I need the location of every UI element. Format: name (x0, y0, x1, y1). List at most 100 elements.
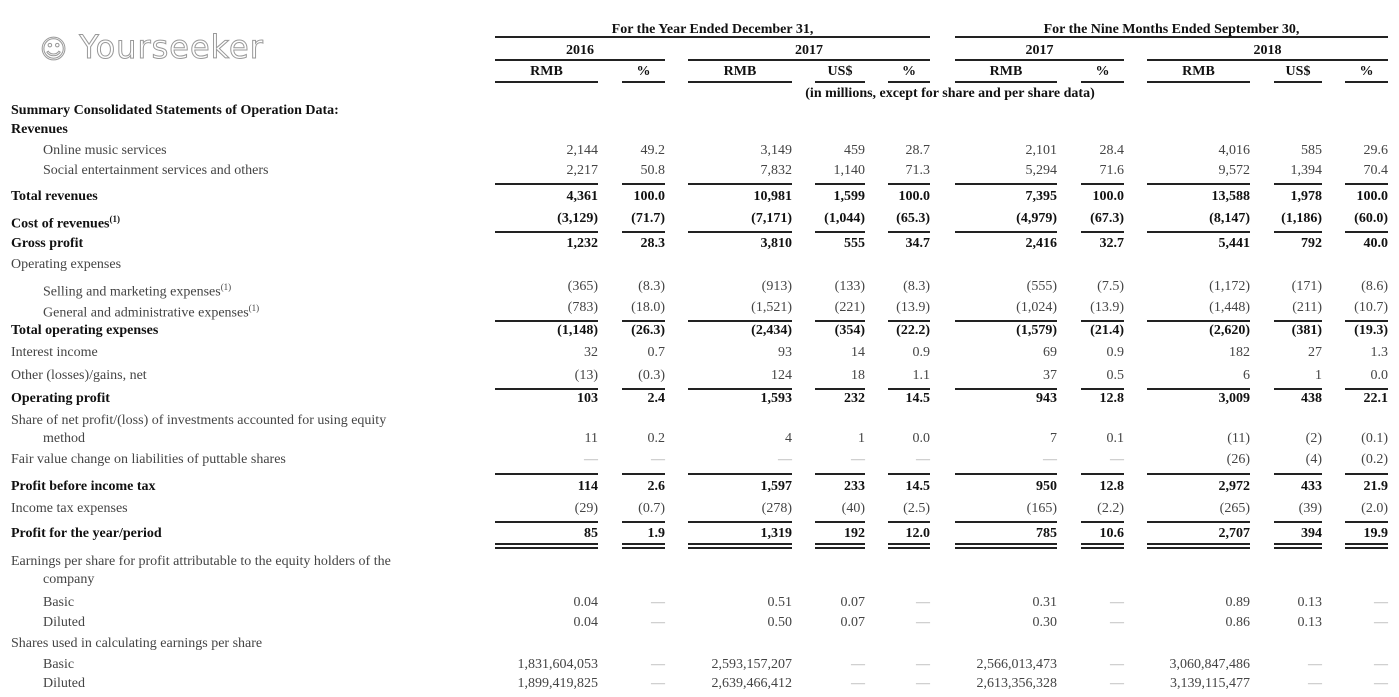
rule-line (495, 81, 598, 83)
table-cell: 85 (584, 526, 598, 541)
row-label-text: Operating profit (11, 391, 110, 406)
row-label: Other (losses)/gains, net (11, 368, 147, 384)
table-cell: (71.7) (631, 211, 665, 226)
row-label-text: Profit before income tax (11, 479, 156, 494)
table-cell: 2.6 (647, 479, 666, 494)
subtotal-rule (495, 183, 598, 185)
watermark: ☺ Yourseeker (39, 28, 264, 67)
table-cell: 28.3 (640, 236, 666, 251)
table-cell: — (1374, 676, 1388, 691)
table-cell: — (916, 657, 930, 672)
subtotal-rule (1274, 183, 1322, 185)
table-cell: 18 (851, 368, 865, 383)
table-cell: 0.13 (1297, 615, 1323, 630)
table-cell: 49.2 (640, 143, 666, 158)
table-cell: (10.7) (1354, 300, 1388, 315)
table-cell: 0.86 (1225, 615, 1251, 630)
table-cell: 2,613,356,328 (976, 676, 1058, 691)
table-cell: (2.2) (1097, 501, 1124, 516)
table-cell: 394 (1301, 526, 1322, 541)
row-label-text: General and administrative expenses (43, 305, 249, 321)
subtotal-rule (888, 183, 930, 185)
subtotal-rule (1345, 320, 1388, 322)
table-cell: 29.6 (1363, 143, 1389, 158)
rule-line (688, 59, 930, 61)
subtotal-rule (1274, 521, 1322, 523)
table-cell: (265) (1219, 501, 1250, 516)
rule-line (1274, 81, 1322, 83)
double-rule (1147, 543, 1250, 545)
table-cell: 555 (844, 236, 865, 251)
table-cell: 13,588 (1211, 189, 1251, 204)
table-cell: — (1308, 676, 1322, 691)
row-label: Operating expenses (11, 257, 121, 273)
subtotal-rule (1147, 521, 1250, 523)
table-cell: (8.6) (1361, 279, 1388, 294)
table-cell: 1,232 (566, 236, 599, 251)
rule-line (1147, 59, 1388, 61)
table-cell: 232 (844, 391, 865, 406)
table-cell: 32 (584, 345, 598, 360)
row-label: Online music services (43, 143, 167, 159)
table-cell: — (651, 452, 665, 467)
row-label-text: Share of net profit/(loss) of investment… (11, 413, 387, 428)
subtotal-rule (1147, 320, 1250, 322)
header-year: 2016 (566, 43, 594, 58)
double-rule (1274, 543, 1322, 545)
table-cell: 12.8 (1099, 391, 1125, 406)
table-cell: (171) (1291, 279, 1322, 294)
double-rule (888, 543, 930, 545)
footnote-marker: (1) (248, 303, 260, 313)
subtotal-rule (1345, 231, 1388, 233)
table-cell: 2,593,157,207 (711, 657, 793, 672)
table-cell: — (1308, 657, 1322, 672)
table-cell: 1,394 (1290, 163, 1323, 178)
subtotal-rule (1274, 473, 1322, 475)
row-label: Profit before income tax (11, 479, 156, 495)
table-cell: 3,149 (760, 143, 793, 158)
header-unit: RMB (530, 64, 563, 79)
table-cell: 0.9 (1106, 345, 1125, 360)
table-cell: 34.7 (905, 236, 931, 251)
row-label: Shares used in calculating earnings per … (11, 636, 262, 652)
row-label-text: Basic (43, 657, 75, 672)
row-label: Social entertainment services and others (43, 163, 268, 179)
table-cell: 71.6 (1099, 163, 1125, 178)
table-cell: (783) (567, 300, 598, 315)
table-cell: — (651, 657, 665, 672)
table-cell: 7,395 (1025, 189, 1058, 204)
double-rule (688, 547, 792, 549)
rule-line (622, 81, 665, 83)
table-cell: — (1110, 676, 1124, 691)
rule-line (495, 59, 665, 61)
row-label-text: Cost of revenues (11, 216, 110, 232)
table-cell: (8,147) (1209, 211, 1250, 226)
table-cell: (1,044) (824, 211, 865, 226)
table-cell: (2.0) (1361, 501, 1388, 516)
row-label: Earnings per share for profit attributab… (11, 554, 391, 570)
table-cell: 0.2 (647, 431, 666, 446)
subtotal-rule (815, 231, 865, 233)
table-cell: 14 (851, 345, 865, 360)
table-cell: 11 (584, 431, 598, 446)
table-cell: 71.3 (905, 163, 931, 178)
table-cell: 0.30 (1032, 615, 1058, 630)
table-cell: — (1374, 595, 1388, 610)
rule-line (688, 81, 792, 83)
table-cell: (165) (1026, 501, 1057, 516)
table-cell: 100.0 (1092, 189, 1125, 204)
subtotal-rule (495, 521, 598, 523)
subtotal-rule (1274, 388, 1322, 390)
table-cell: 100.0 (898, 189, 931, 204)
row-label: Selling and marketing expenses(1) (43, 279, 231, 301)
table-cell: 0.07 (840, 595, 866, 610)
table-cell: (21.4) (1090, 323, 1124, 338)
table-cell: (211) (1292, 300, 1322, 315)
subtotal-rule (888, 320, 930, 322)
subtotal-rule (1147, 388, 1250, 390)
subtotal-rule (888, 388, 930, 390)
row-label-text: Operating expenses (11, 257, 122, 272)
table-cell: 182 (1229, 345, 1250, 360)
table-cell: 37 (1043, 368, 1057, 383)
row-label-text: Summary Consolidated Statements of Opera… (11, 103, 339, 118)
